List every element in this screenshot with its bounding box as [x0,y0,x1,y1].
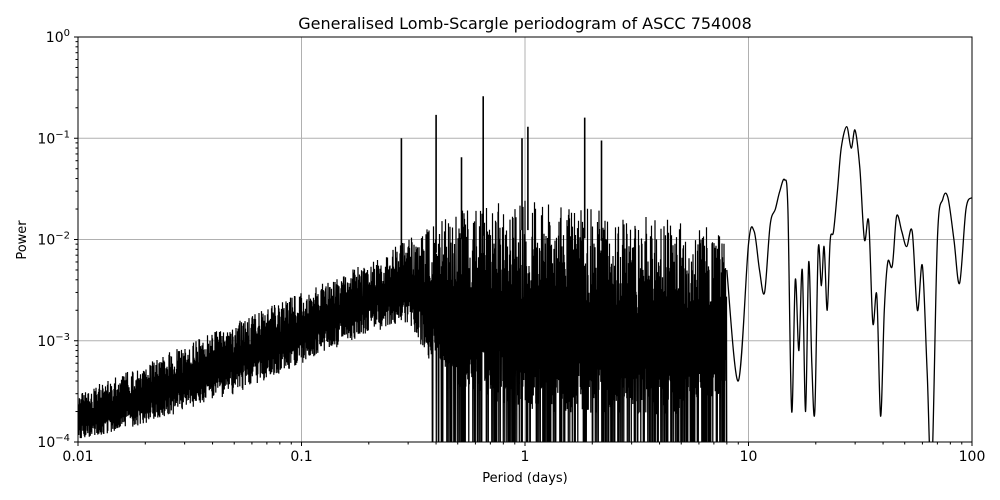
chart-title: Generalised Lomb-Scargle periodogram of … [298,14,752,33]
x-axis-ticks: 0.01 0.1 1 10 100 [62,442,985,465]
x-tick-label: 1 [521,449,530,465]
plot-area [78,96,972,442]
x-tick-label: 0.1 [290,449,312,465]
x-tick-label: 10 [740,449,758,465]
x-axis-label: Period (days) [482,471,568,486]
x-tick-label: 0.01 [62,449,93,465]
periodogram-dense-trace [78,200,728,442]
x-tick-label: 100 [959,449,986,465]
periodogram-long-period-trace [726,126,972,442]
y-tick-label: 10−3 [37,332,70,350]
y-tick-label: 100 [46,28,70,46]
y-tick-label: 10−2 [37,231,70,249]
periodogram-peaks [400,96,603,274]
y-axis-ticks: 100 10−1 10−2 10−3 10−4 [37,28,78,451]
y-tick-label: 10−1 [37,129,70,147]
y-tick-label: 10−4 [37,433,70,451]
y-axis-label: Power [15,220,30,260]
